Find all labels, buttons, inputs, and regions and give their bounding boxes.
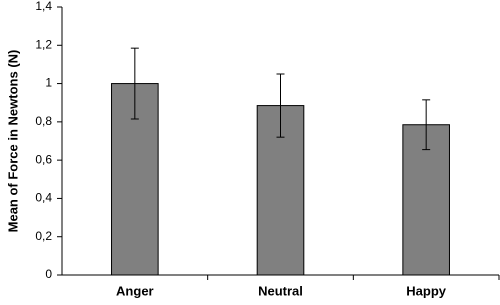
y-axis-title: Mean of Force in Newtons (N) [5,50,20,233]
x-tick-label: Happy [406,283,447,298]
y-tick-label: 1 [45,76,52,90]
error-bar [276,73,285,138]
x-tick-label: Anger [116,283,154,298]
y-tick-label: 0,6 [35,152,52,166]
y-tick-label: 0,8 [35,114,52,128]
error-bar [130,47,139,120]
error-bar [422,99,431,151]
y-tick-label: 0,4 [35,191,52,205]
x-tick-label: Neutral [258,283,303,298]
y-tick-label: 0,2 [35,229,52,243]
y-tick-label: 1,2 [35,37,52,51]
y-tick-label: 0 [45,267,52,281]
y-tick-label: 1,4 [35,0,52,13]
